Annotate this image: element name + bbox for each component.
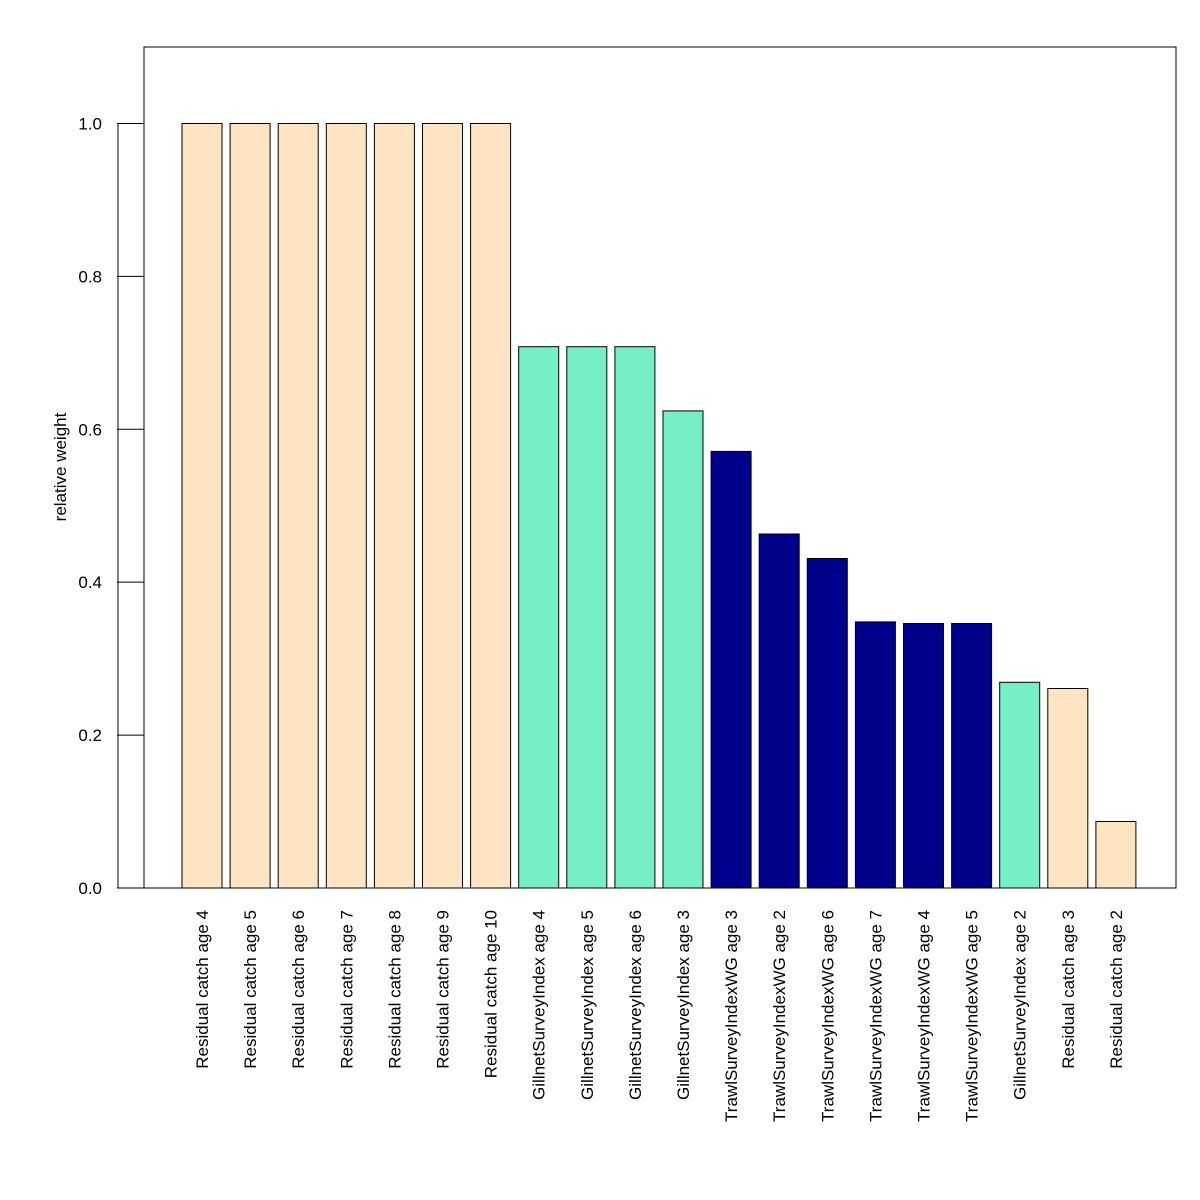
x-tick-label: Residual catch age 4: [193, 910, 212, 1069]
x-tick-label: GillnetSurveyIndex age 2: [1011, 910, 1030, 1100]
bar-6: [422, 123, 463, 889]
x-tick-label: Residual catch age 3: [1059, 910, 1078, 1069]
bar-11: [662, 410, 704, 889]
bar-1: [181, 123, 223, 889]
bar-17: [951, 623, 993, 889]
y-tick-label: 0.4: [78, 573, 102, 592]
bar-2: [229, 123, 271, 889]
x-tick-label: TrawlSurveyIndexWG age 5: [963, 910, 982, 1122]
x-tick-label: Residual catch age 8: [385, 910, 404, 1069]
y-tick-label: 1.0: [78, 114, 102, 133]
x-tick-label: Residual catch age 9: [434, 910, 453, 1069]
bar-13: [758, 533, 800, 889]
x-tick-label: TrawlSurveyIndexWG age 6: [818, 910, 837, 1122]
x-tick-label: TrawlSurveyIndexWG age 3: [722, 910, 741, 1122]
bar-15: [854, 621, 896, 889]
bar-18: [999, 681, 1041, 889]
plot-frame: [143, 46, 1177, 889]
y-tick-label: 0.6: [78, 420, 102, 439]
bar-20: [1095, 821, 1137, 889]
y-tick-label: 0.0: [78, 879, 102, 898]
x-axis-labels: Residual catch age 4 Residual catch age 5…: [193, 910, 1126, 1122]
x-tick-label: TrawlSurveyIndexWG age 4: [915, 910, 934, 1122]
y-axis: 0.0 0.2 0.4 0.6 0.8 1.0: [78, 114, 144, 898]
bar-3: [277, 123, 319, 889]
bar-16: [903, 623, 944, 889]
x-tick-label: GillnetSurveyIndex age 3: [674, 910, 693, 1100]
bar-8: [518, 346, 560, 889]
x-tick-label: Residual catch age 6: [289, 910, 308, 1069]
bar-10: [614, 346, 656, 889]
x-tick-label: TrawlSurveyIndexWG age 7: [866, 910, 885, 1122]
bar-5: [373, 123, 415, 889]
bar-9: [566, 346, 608, 889]
bar-19: [1047, 688, 1089, 889]
x-tick-label: Residual catch age 7: [337, 910, 356, 1069]
x-tick-label: GillnetSurveyIndex age 6: [626, 910, 645, 1100]
bar-4: [325, 123, 367, 889]
bar-12: [710, 450, 752, 889]
x-tick-label: Residual catch age 5: [241, 910, 260, 1069]
bars-group: [181, 123, 1137, 889]
y-tick-label: 0.2: [78, 726, 102, 745]
x-tick-label: TrawlSurveyIndexWG age 2: [770, 910, 789, 1122]
bar-7: [470, 123, 512, 889]
x-tick-label: Residual catch age 2: [1107, 910, 1126, 1069]
y-axis-label: relative weight: [51, 412, 70, 521]
x-tick-label: GillnetSurveyIndex age 4: [530, 910, 549, 1100]
x-tick-label: GillnetSurveyIndex age 5: [578, 910, 597, 1100]
x-tick-label: Residual catch age 10: [482, 910, 501, 1078]
y-tick-label: 0.8: [78, 267, 102, 286]
bar-14: [806, 558, 848, 889]
